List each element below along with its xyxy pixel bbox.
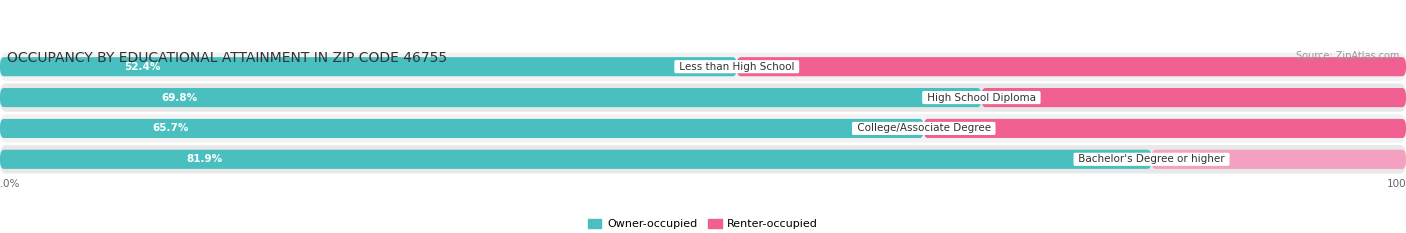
FancyBboxPatch shape: [0, 145, 1406, 174]
Text: 65.7%: 65.7%: [153, 123, 188, 134]
Text: 52.4%: 52.4%: [125, 62, 160, 72]
FancyBboxPatch shape: [0, 88, 981, 107]
FancyBboxPatch shape: [0, 119, 924, 138]
Text: 69.8%: 69.8%: [162, 93, 197, 103]
FancyBboxPatch shape: [0, 150, 1152, 169]
Text: High School Diploma: High School Diploma: [924, 93, 1039, 103]
FancyBboxPatch shape: [0, 57, 737, 76]
FancyBboxPatch shape: [1152, 150, 1406, 169]
FancyBboxPatch shape: [981, 88, 1406, 107]
Legend: Owner-occupied, Renter-occupied: Owner-occupied, Renter-occupied: [583, 214, 823, 233]
FancyBboxPatch shape: [737, 57, 1406, 76]
Text: OCCUPANCY BY EDUCATIONAL ATTAINMENT IN ZIP CODE 46755: OCCUPANCY BY EDUCATIONAL ATTAINMENT IN Z…: [7, 51, 447, 65]
FancyBboxPatch shape: [924, 119, 1406, 138]
Text: Bachelor's Degree or higher: Bachelor's Degree or higher: [1076, 154, 1227, 164]
Text: 81.9%: 81.9%: [187, 154, 224, 164]
Text: College/Associate Degree: College/Associate Degree: [853, 123, 994, 134]
FancyBboxPatch shape: [0, 52, 1406, 81]
FancyBboxPatch shape: [0, 114, 1406, 143]
Text: Source: ZipAtlas.com: Source: ZipAtlas.com: [1295, 51, 1399, 61]
Text: Less than High School: Less than High School: [676, 62, 797, 72]
FancyBboxPatch shape: [0, 83, 1406, 112]
